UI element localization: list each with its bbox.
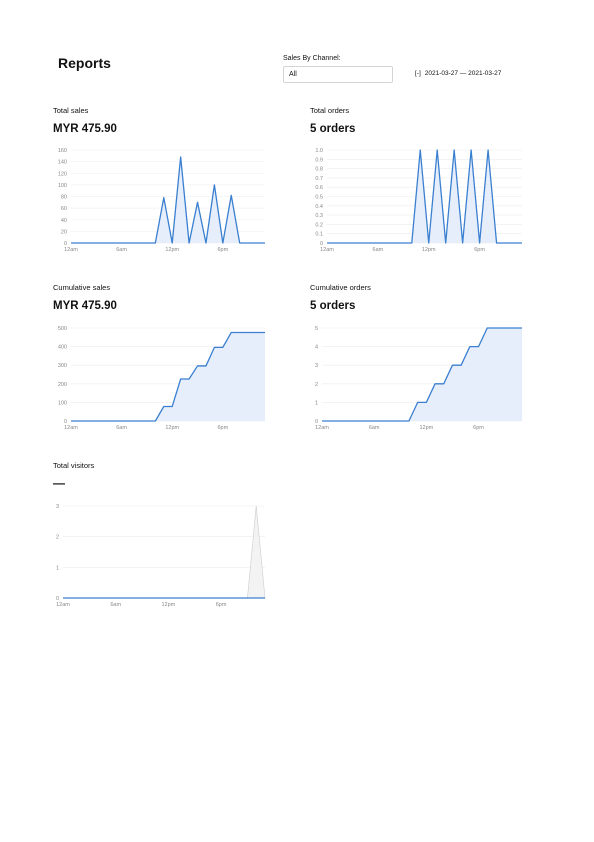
- y-tick-label: 400: [58, 345, 67, 351]
- x-tick-label: 6am: [116, 425, 127, 431]
- y-tick-label: 1.0: [315, 148, 323, 154]
- page-title: Reports: [58, 55, 111, 71]
- x-tick-label: 6pm: [217, 247, 228, 253]
- x-tick-label: 6pm: [216, 602, 227, 608]
- series-area: [322, 328, 522, 421]
- y-tick-label: 0: [315, 419, 318, 425]
- cumulative-orders-label: Cumulative orders: [310, 283, 371, 292]
- series-area: [71, 156, 265, 243]
- x-tick-label: 6am: [369, 425, 380, 431]
- x-tick-label: 12am: [56, 602, 70, 608]
- date-range-picker[interactable]: [-] 2021-03-27 — 2021-03-27: [415, 70, 501, 77]
- x-tick-label: 12am: [320, 247, 334, 253]
- y-tick-label: 0: [320, 241, 323, 247]
- y-tick-label: 200: [58, 382, 67, 388]
- x-tick-label: 12pm: [419, 425, 433, 431]
- y-tick-label: 100: [58, 183, 67, 189]
- y-tick-label: 3: [56, 504, 59, 510]
- y-tick-label: 0.1: [315, 232, 323, 238]
- cumulative-sales-value: MYR 475.90: [53, 300, 117, 312]
- y-tick-label: 60: [61, 206, 67, 212]
- total-orders-label: Total orders: [310, 106, 350, 115]
- x-tick-label: 6am: [116, 247, 127, 253]
- cumulative-sales-label: Cumulative sales: [53, 283, 111, 292]
- series-line: [71, 156, 265, 244]
- y-tick-label: 0.9: [315, 157, 323, 163]
- y-tick-label: 0: [64, 419, 67, 425]
- y-tick-label: 0.2: [315, 222, 323, 228]
- sales-channel-label: Sales By Channel:: [283, 55, 341, 62]
- visitors-area: [63, 505, 266, 599]
- y-tick-label: 0.5: [315, 195, 323, 201]
- x-tick-label: 12pm: [165, 247, 179, 253]
- date-range-text: 2021-03-27 — 2021-03-27: [424, 70, 502, 77]
- total-sales-label: Total sales: [53, 106, 89, 115]
- y-tick-label: 0.3: [315, 213, 323, 219]
- y-tick-label: 0: [56, 596, 59, 602]
- y-tick-label: 0.8: [315, 167, 323, 173]
- y-tick-label: 0.7: [315, 176, 323, 182]
- y-tick-label: 1: [315, 400, 318, 406]
- x-tick-label: 12am: [64, 247, 78, 253]
- x-tick-label: 6pm: [473, 425, 484, 431]
- series-line: [71, 331, 265, 422]
- y-tick-label: 5: [315, 326, 318, 332]
- x-tick-label: 12am: [315, 425, 329, 431]
- y-tick-label: 160: [58, 148, 67, 154]
- y-tick-label: 300: [58, 363, 67, 369]
- y-tick-label: 1: [56, 565, 59, 571]
- y-tick-label: 100: [58, 400, 67, 406]
- x-tick-label: 12pm: [165, 425, 179, 431]
- y-tick-label: 0.6: [315, 185, 323, 191]
- series-line: [327, 149, 522, 244]
- cumulative-orders-value: 5 orders: [310, 300, 356, 312]
- y-tick-label: 500: [58, 326, 67, 332]
- y-tick-label: 0: [64, 241, 67, 247]
- x-tick-label: 6pm: [474, 247, 485, 253]
- y-tick-label: 4: [315, 345, 318, 351]
- calendar-icon: [-]: [415, 70, 421, 77]
- y-tick-label: 80: [61, 195, 67, 201]
- series-line: [322, 327, 522, 422]
- x-tick-label: 6am: [373, 247, 384, 253]
- y-tick-label: 3: [315, 363, 318, 369]
- total-sales-value: MYR 475.90: [53, 123, 117, 135]
- y-tick-label: 40: [61, 218, 67, 224]
- total-visitors-label: Total visitors: [53, 461, 95, 470]
- y-tick-label: 2: [315, 382, 318, 388]
- total-visitors-value: —: [53, 476, 65, 490]
- total-orders-value: 5 orders: [310, 123, 356, 135]
- sales-channel-select[interactable]: All: [283, 66, 393, 83]
- y-tick-label: 120: [58, 171, 67, 177]
- x-tick-label: 12pm: [422, 247, 436, 253]
- series-area: [71, 332, 265, 421]
- x-tick-label: 6am: [110, 602, 121, 608]
- y-tick-label: 2: [56, 535, 59, 541]
- x-tick-label: 12pm: [162, 602, 176, 608]
- y-tick-label: 140: [58, 160, 67, 166]
- x-tick-label: 6pm: [217, 425, 228, 431]
- y-tick-label: 20: [61, 229, 67, 235]
- x-tick-label: 12am: [64, 425, 78, 431]
- y-tick-label: 0.4: [315, 204, 323, 210]
